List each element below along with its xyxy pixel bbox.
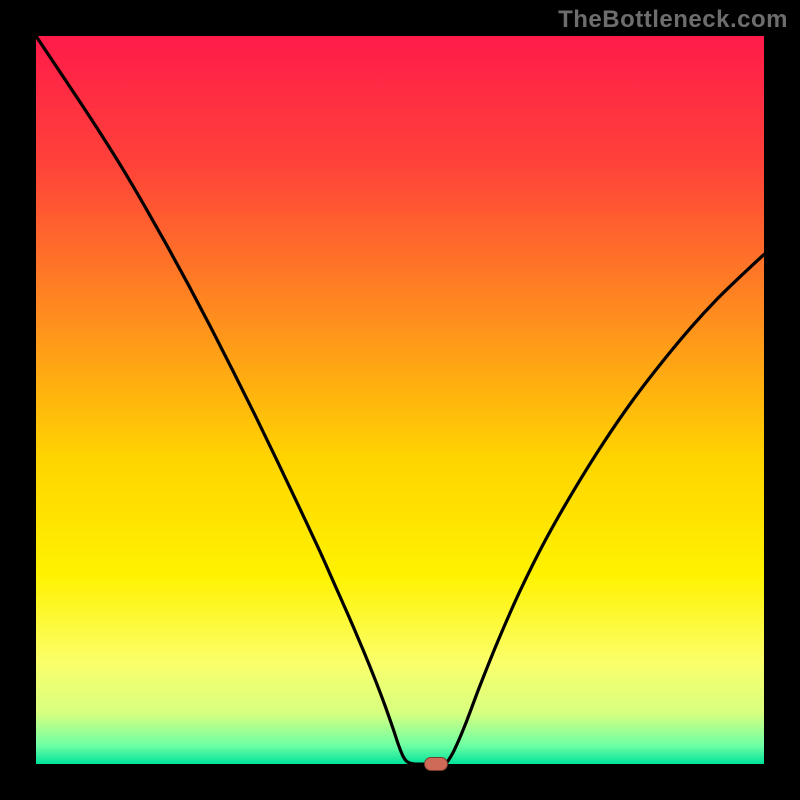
- optimal-point-marker: [424, 757, 448, 772]
- bottleneck-curve: [36, 36, 764, 764]
- curve-right-branch: [444, 254, 764, 764]
- curve-left-branch: [36, 36, 444, 764]
- watermark-text: TheBottleneck.com: [558, 6, 788, 34]
- chart-container: TheBottleneck.com: [0, 0, 800, 800]
- plot-area: [36, 36, 764, 764]
